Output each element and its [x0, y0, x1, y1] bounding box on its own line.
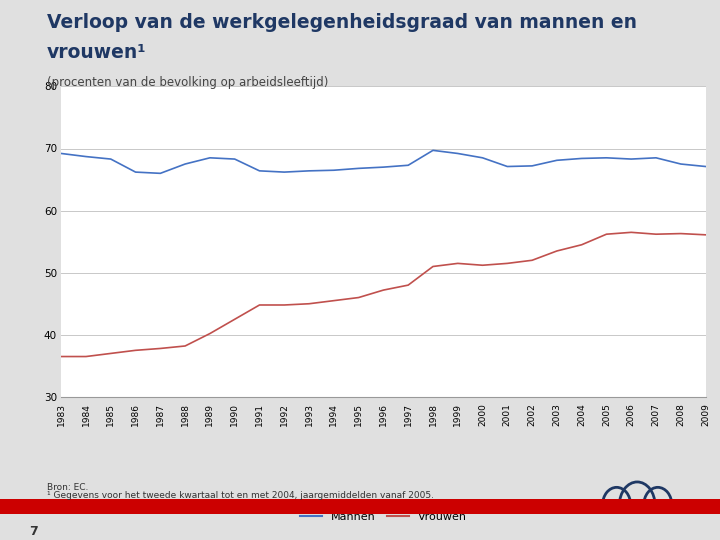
Text: ¹ Gegevens voor het tweede kwartaal tot en met 2004, jaargemiddelden vanaf 2005.: ¹ Gegevens voor het tweede kwartaal tot … [47, 491, 433, 501]
Legend: Mannen, Vrouwen: Mannen, Vrouwen [300, 512, 467, 522]
Text: 7: 7 [29, 525, 37, 538]
Text: Verloop van de werkgelegenheidsgraad van mannen en: Verloop van de werkgelegenheidsgraad van… [47, 14, 636, 32]
Text: (procenten van de bevolking op arbeidsleeftijd): (procenten van de bevolking op arbeidsle… [47, 76, 328, 89]
Text: vrouwen¹: vrouwen¹ [47, 43, 146, 62]
Text: Bron: EC.: Bron: EC. [47, 483, 88, 492]
